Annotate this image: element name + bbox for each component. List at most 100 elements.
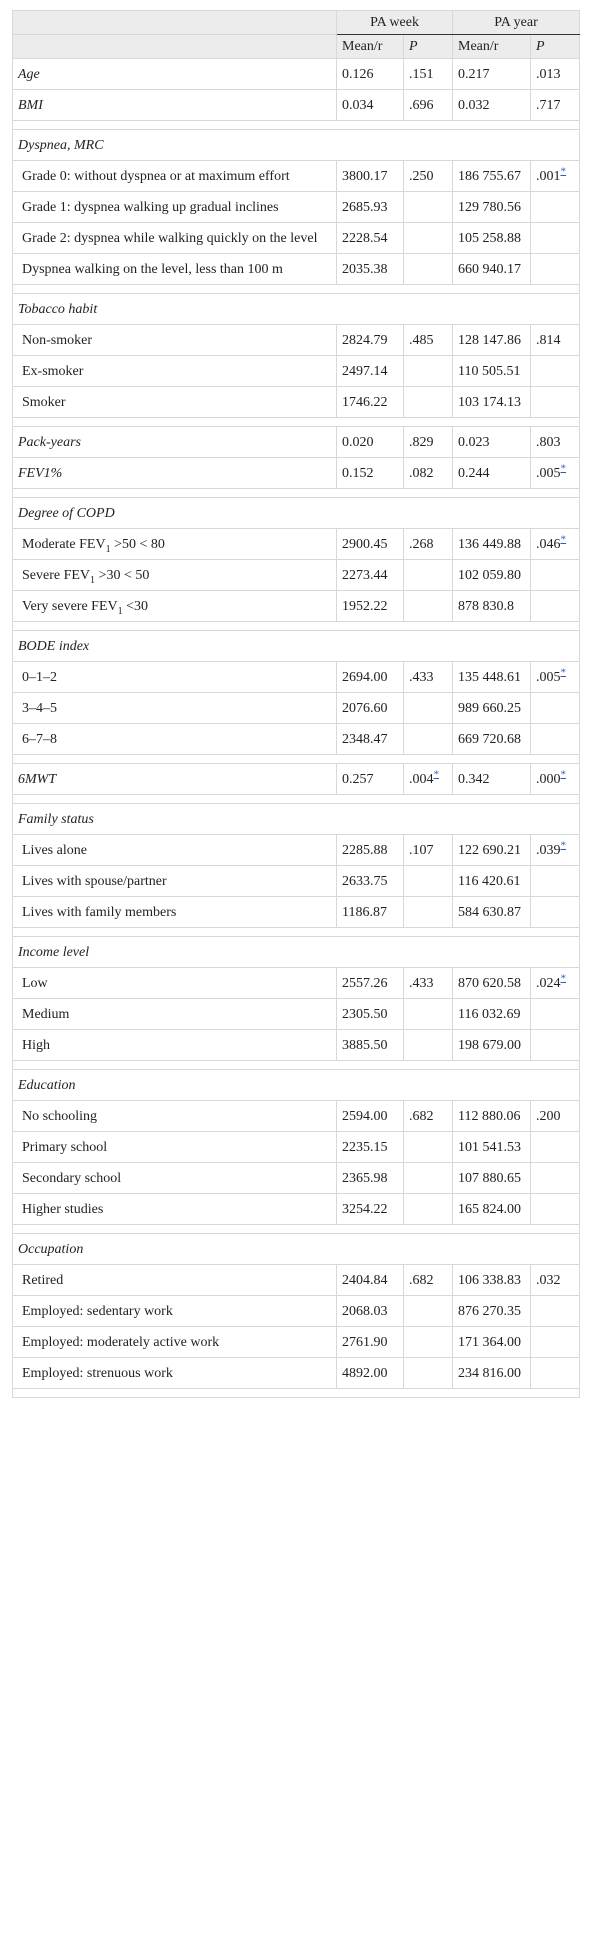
label-text: Lives with family members (22, 905, 177, 920)
cell-value: 110 505.51 (458, 364, 521, 379)
week-p (402, 865, 454, 897)
year-p: .814 (530, 324, 581, 356)
label-text: Dyspnea walking on the level, less than … (22, 262, 283, 277)
year-mean: 135 448.61 (452, 661, 532, 693)
cell-value: 3800.17 (342, 169, 388, 184)
week-p: .433 (402, 661, 454, 693)
cell-value: 2685.93 (342, 200, 388, 215)
cell-value: .803 (536, 435, 561, 450)
cell-value: 106 338.83 (458, 1273, 522, 1288)
section-row: Degree of COPD (11, 497, 581, 529)
year-mean: 165 824.00 (452, 1193, 532, 1225)
year-p (530, 355, 581, 387)
cell-value: 878 830.8 (458, 599, 515, 614)
row-label: Primary school (12, 1131, 337, 1163)
year-p (530, 1326, 581, 1358)
label-text: Pack-years (18, 435, 81, 450)
cell-value: 2285.88 (342, 843, 388, 858)
year-mean: 584 630.87 (452, 896, 532, 928)
year-p (530, 222, 581, 254)
significance-note: * (560, 768, 567, 781)
cell-value: .268 (409, 537, 434, 552)
week-p (402, 253, 454, 285)
week-mean: 0.126 (336, 58, 404, 90)
label-text: No schooling (22, 1109, 98, 1124)
spacer-row (11, 284, 581, 294)
cell-value: 2824.79 (342, 333, 388, 348)
cell-value: 136 449.88 (458, 537, 522, 552)
row-label: Lives with spouse/partner (12, 865, 337, 897)
spacer-row (11, 754, 581, 764)
spacer-row (11, 120, 581, 130)
week-mean: 2761.90 (336, 1326, 404, 1358)
row-label: Grade 1: dyspnea walking up gradual incl… (12, 191, 337, 223)
week-mean: 2594.00 (336, 1100, 404, 1132)
data-row: Moderate FEV1 >50 < 80 2900.45 .268 136 449… (12, 528, 581, 560)
week-p: .151 (402, 58, 454, 90)
cell-value: 2557.26 (342, 976, 388, 991)
year-mean: 171 364.00 (452, 1326, 532, 1358)
data-row: Grade 2: dyspnea while walking quickly o… (12, 222, 581, 254)
label-text: Grade 2: dyspnea while walking quickly o… (22, 231, 318, 246)
cell-value: .005 (536, 670, 561, 685)
year-p (530, 1131, 581, 1163)
year-mean: 0.342 (452, 763, 532, 795)
cell-value: .107 (409, 843, 434, 858)
label-text: Secondary school (22, 1171, 122, 1186)
spacer-cell (11, 794, 581, 804)
section-row: Tobacco habit (11, 293, 581, 325)
cell-value: .829 (409, 435, 434, 450)
label-text: FEV1% (18, 466, 63, 481)
spacer-row (11, 1060, 581, 1070)
year-p (530, 865, 581, 897)
header-mean: Mean/r (336, 34, 404, 59)
cell-value: 107 880.65 (458, 1171, 522, 1186)
data-row: Employed: sedentary work 2068.03 876 270.3… (12, 1295, 581, 1327)
week-mean: 2694.00 (336, 661, 404, 693)
year-p (530, 723, 581, 755)
data-row: Lives with spouse/partner 2633.75 116 420.… (12, 865, 581, 897)
cell-value: 1952.22 (342, 599, 388, 614)
significance-note: * (560, 666, 567, 679)
data-row: Low 2557.26 .433 870 620.58 .024* (12, 967, 581, 999)
week-p (402, 222, 454, 254)
header-blank (12, 10, 337, 35)
label-text: Moderate FEV (22, 537, 106, 552)
cell-value: 1186.87 (342, 905, 387, 920)
row-label: Employed: strenuous work (12, 1357, 337, 1389)
row-label: Higher studies (12, 1193, 337, 1225)
data-row: 0–1–2 2694.00 .433 135 448.61 .005* (12, 661, 581, 693)
row-label: Non-smoker (12, 324, 337, 356)
cell-value: .485 (409, 333, 434, 348)
spacer-cell (11, 621, 581, 631)
year-p: .000* (530, 763, 581, 795)
cell-value: .004 (409, 772, 434, 787)
row-label: Employed: sedentary work (12, 1295, 337, 1327)
year-mean: 122 690.21 (452, 834, 532, 866)
row-label: Lives alone (12, 834, 337, 866)
cell-value: 0.217 (458, 67, 490, 82)
year-p: .005* (530, 661, 581, 693)
year-mean: 102 059.80 (452, 559, 532, 591)
label-text: Medium (22, 1007, 70, 1022)
cell-value: 2235.15 (342, 1140, 388, 1155)
cell-value: .005 (536, 466, 561, 481)
year-mean: 107 880.65 (452, 1162, 532, 1194)
year-p: .013 (530, 58, 581, 90)
row-label: Dyspnea walking on the level, less than … (12, 253, 337, 285)
significance-note: * (560, 462, 567, 475)
cell-value: 2365.98 (342, 1171, 388, 1186)
data-row: Lives alone 2285.88 .107 122 690.21 .039* (12, 834, 581, 866)
spacer-row (11, 417, 581, 427)
cell-value: 186 755.67 (458, 169, 522, 184)
table-header: PA week PA year Mean/r P Mean/r P (12, 10, 581, 59)
week-p: .107 (402, 834, 454, 866)
year-p (530, 559, 581, 591)
cell-value: 2633.75 (342, 874, 388, 889)
cell-value: 2348.47 (342, 732, 388, 747)
year-mean: 989 660.25 (452, 692, 532, 724)
year-p (530, 1162, 581, 1194)
cell-value: 989 660.25 (458, 701, 522, 716)
year-p (530, 896, 581, 928)
year-mean: 110 505.51 (452, 355, 532, 387)
